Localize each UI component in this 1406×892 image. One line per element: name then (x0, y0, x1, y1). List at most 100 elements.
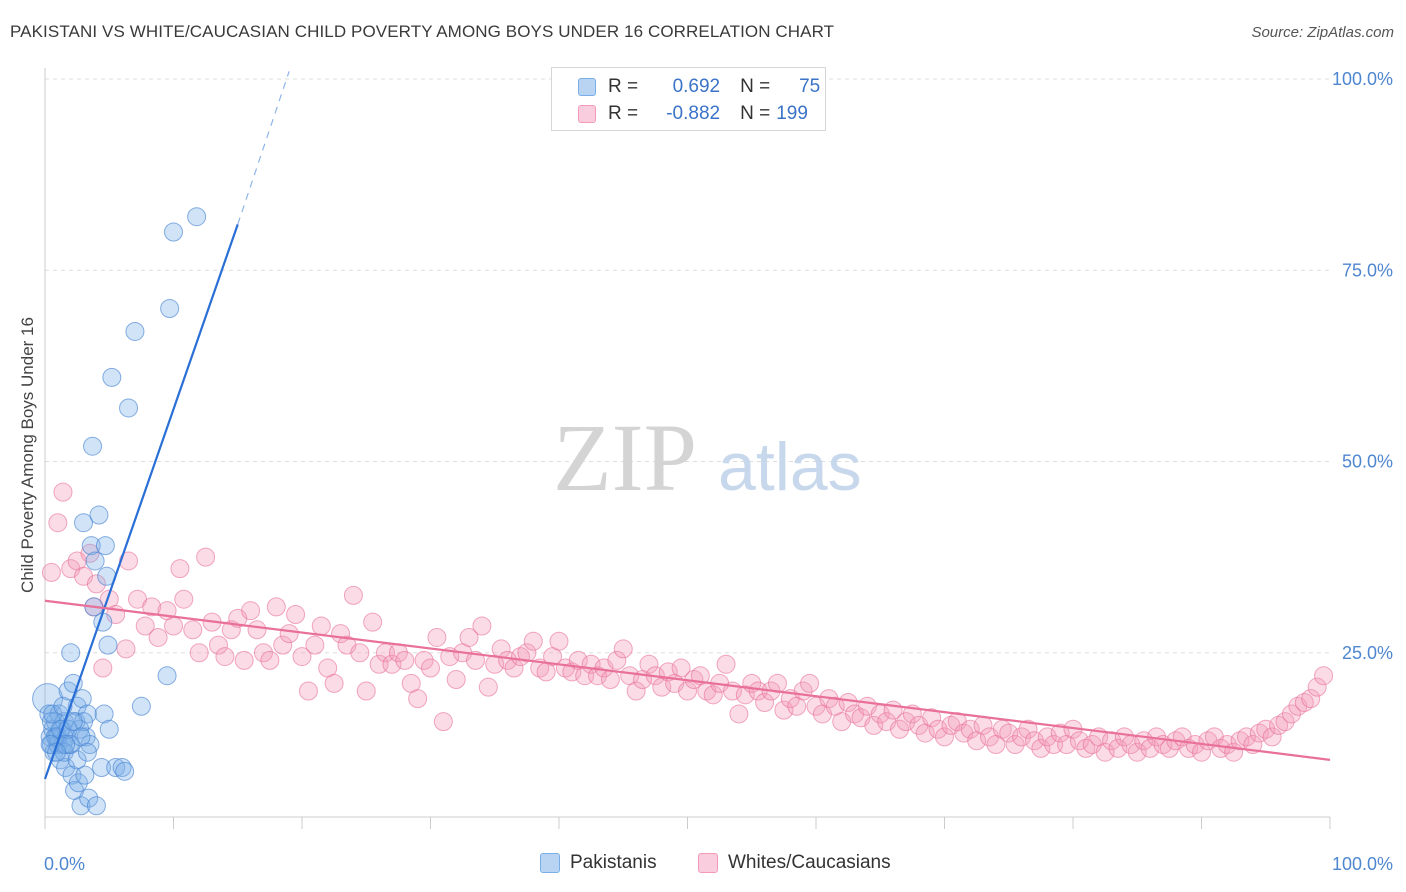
point-whites (324, 673, 344, 693)
point-whites (279, 624, 299, 644)
point-whites (928, 719, 948, 739)
legend-n-value: 199 (776, 103, 808, 124)
series-whites-points (41, 482, 1334, 762)
point-pakistanis (77, 742, 97, 762)
point-whites (1005, 735, 1025, 755)
legend-n-label: N = (740, 103, 771, 124)
point-whites (1050, 723, 1070, 743)
legend-r-label: R = (608, 103, 639, 124)
point-whites (196, 547, 216, 567)
point-whites (343, 585, 363, 605)
point-whites (523, 631, 543, 651)
point-whites (395, 650, 415, 670)
point-whites (472, 616, 492, 636)
point-pakistanis (164, 222, 183, 242)
point-whites (174, 589, 194, 609)
point-whites (1140, 738, 1160, 758)
point-whites (1236, 727, 1256, 747)
point-whites (1069, 731, 1089, 751)
point-whites (838, 692, 858, 712)
point-pakistanis (53, 696, 73, 716)
point-pakistanis (95, 536, 115, 556)
point-whites (774, 700, 794, 720)
point-whites (135, 616, 155, 636)
legend-n-value: 75 (799, 76, 821, 97)
point-whites (1275, 712, 1295, 732)
point-whites (864, 715, 884, 735)
tick-labels: 25.0% 50.0% 75.0% 100.0% 0.0% 100.0% (44, 69, 1393, 874)
point-pakistanis (67, 750, 87, 770)
point-whites (1281, 704, 1301, 724)
legend-swatch-blue (578, 78, 596, 96)
point-whites (1095, 742, 1115, 762)
point-whites (86, 574, 106, 594)
point-whites (53, 482, 73, 502)
point-pakistanis (115, 761, 135, 781)
point-whites (183, 620, 203, 640)
point-pakistanis (99, 719, 119, 739)
point-whites (671, 658, 691, 678)
point-whites (421, 658, 440, 678)
chart-title: PAKISTANI VS WHITE/CAUCASIAN CHILD POVER… (10, 22, 835, 41)
trend-line-whites (44, 599, 1331, 761)
point-pakistanis (83, 436, 103, 456)
legend-swatch-pink (578, 105, 596, 123)
point-whites (208, 635, 228, 655)
point-whites (350, 643, 370, 663)
point-pakistanis (75, 765, 95, 785)
point-whites (241, 601, 261, 621)
point-whites (298, 681, 318, 701)
grid-lines (45, 78, 1330, 654)
legend-item-whites[interactable]: Whites/Caucasians (698, 852, 891, 874)
legend-item-pakistanis[interactable]: Pakistanis (540, 852, 657, 874)
point-whites (960, 719, 980, 739)
y-tick-label: 25.0% (1342, 643, 1393, 663)
legend-n-label: N = (740, 76, 771, 97)
point-whites (234, 650, 254, 670)
point-whites (414, 650, 434, 670)
point-whites (626, 681, 646, 701)
trend-line-pakistanis-extension (237, 71, 290, 225)
point-whites (215, 647, 235, 667)
point-pakistanis (74, 712, 94, 732)
point-whites (1301, 689, 1321, 709)
point-whites (639, 654, 659, 674)
point-whites (1031, 738, 1051, 758)
x-tick-label: 0.0% (44, 854, 85, 874)
point-whites (588, 666, 608, 686)
watermark-zip: ZIP (553, 404, 697, 511)
point-whites (800, 673, 820, 693)
point-pakistanis (98, 635, 118, 655)
point-whites (116, 639, 136, 659)
point-whites (549, 631, 569, 651)
point-whites (1314, 666, 1334, 686)
axes (44, 68, 1331, 829)
point-pakistanis (86, 796, 106, 816)
point-whites (896, 712, 916, 732)
point-pakistanis (131, 696, 151, 716)
point-pakistanis (74, 513, 94, 533)
point-whites (292, 647, 312, 667)
point-whites (498, 650, 518, 670)
point-whites (999, 723, 1019, 743)
point-whites (1217, 735, 1237, 755)
watermark-atlas: atlas (718, 429, 862, 505)
point-whites (735, 685, 755, 705)
legend-label-pakistanis: Pakistanis (570, 852, 657, 873)
point-whites (607, 650, 627, 670)
point-whites (148, 627, 168, 647)
correlation-legend: R = 0.692 N = 75 R = -0.882 N = 199 (551, 67, 826, 131)
point-pakistanis (92, 758, 112, 777)
point-whites (266, 597, 286, 617)
legend-r-label: R = (608, 76, 639, 97)
point-whites (755, 692, 775, 712)
point-whites (1127, 742, 1147, 762)
y-axis-label: Child Poverty Among Boys Under 16 (18, 317, 37, 593)
y-tick-label: 75.0% (1342, 260, 1393, 280)
trend-lines (43, 71, 1331, 780)
legend-swatch-pink (698, 853, 718, 873)
point-whites (446, 670, 466, 690)
point-whites (1018, 719, 1038, 739)
point-pakistanis (125, 321, 145, 341)
